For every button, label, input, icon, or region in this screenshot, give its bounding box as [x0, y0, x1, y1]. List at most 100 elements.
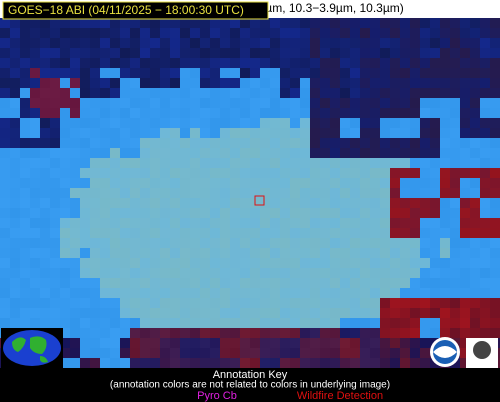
- image-pixel: [280, 38, 290, 48]
- image-pixel: [410, 168, 420, 178]
- image-pixel: [180, 238, 190, 248]
- image-pixel: [100, 218, 110, 228]
- image-pixel: [290, 278, 300, 288]
- image-pixel: [220, 98, 230, 108]
- image-pixel: [0, 158, 10, 168]
- image-pixel: [340, 248, 350, 258]
- image-pixel: [50, 38, 60, 48]
- image-pixel: [150, 288, 160, 298]
- image-pixel: [410, 48, 420, 58]
- image-pixel: [320, 168, 330, 178]
- image-pixel: [270, 308, 280, 318]
- image-pixel: [230, 318, 240, 328]
- image-pixel: [50, 98, 60, 108]
- image-pixel: [350, 138, 360, 148]
- image-pixel: [480, 218, 490, 228]
- image-pixel: [480, 258, 490, 268]
- image-pixel: [390, 58, 400, 68]
- image-pixel: [120, 118, 130, 128]
- image-pixel: [200, 138, 210, 148]
- image-pixel: [270, 348, 280, 358]
- image-pixel: [250, 208, 260, 218]
- image-pixel: [180, 258, 190, 268]
- image-pixel: [320, 288, 330, 298]
- image-pixel: [90, 58, 100, 68]
- image-pixel: [420, 98, 430, 108]
- image-pixel: [120, 208, 130, 218]
- image-pixel: [20, 138, 30, 148]
- image-pixel: [170, 148, 180, 158]
- image-pixel: [390, 338, 400, 348]
- image-pixel: [180, 358, 190, 368]
- image-pixel: [250, 308, 260, 318]
- image-pixel: [400, 208, 410, 218]
- image-pixel: [190, 48, 200, 58]
- image-pixel: [60, 108, 70, 118]
- image-pixel: [80, 218, 90, 228]
- image-pixel: [30, 168, 40, 178]
- image-pixel: [380, 88, 390, 98]
- image-pixel: [10, 168, 20, 178]
- image-pixel: [240, 258, 250, 268]
- image-pixel: [240, 168, 250, 178]
- image-pixel: [210, 258, 220, 268]
- image-pixel: [110, 118, 120, 128]
- image-pixel: [0, 198, 10, 208]
- image-pixel: [130, 268, 140, 278]
- image-pixel: [470, 18, 480, 28]
- image-pixel: [20, 298, 30, 308]
- image-pixel: [150, 58, 160, 68]
- image-pixel: [350, 38, 360, 48]
- image-pixel: [190, 318, 200, 328]
- image-pixel: [140, 48, 150, 58]
- image-pixel: [440, 148, 450, 158]
- image-pixel: [390, 28, 400, 38]
- image-pixel: [200, 198, 210, 208]
- image-pixel: [150, 338, 160, 348]
- image-pixel: [20, 198, 30, 208]
- image-pixel: [430, 208, 440, 218]
- image-pixel: [40, 68, 50, 78]
- image-pixel: [140, 218, 150, 228]
- image-pixel: [230, 338, 240, 348]
- image-pixel: [470, 148, 480, 158]
- image-pixel: [460, 218, 470, 228]
- image-pixel: [210, 158, 220, 168]
- image-pixel: [250, 228, 260, 238]
- image-pixel: [300, 168, 310, 178]
- image-pixel: [10, 158, 20, 168]
- image-pixel: [40, 138, 50, 148]
- image-pixel: [120, 98, 130, 108]
- image-pixel: [50, 28, 60, 38]
- image-pixel: [480, 188, 490, 198]
- image-pixel: [460, 58, 470, 68]
- image-pixel: [150, 48, 160, 58]
- image-pixel: [280, 228, 290, 238]
- image-pixel: [330, 318, 340, 328]
- image-pixel: [270, 78, 280, 88]
- image-pixel: [420, 148, 430, 158]
- image-pixel: [110, 98, 120, 108]
- key-item: Wildfire Detection: [297, 390, 383, 402]
- image-pixel: [0, 228, 10, 238]
- image-pixel: [280, 258, 290, 268]
- image-pixel: [90, 98, 100, 108]
- image-pixel: [360, 328, 370, 338]
- image-pixel: [290, 338, 300, 348]
- image-pixel: [420, 338, 430, 348]
- image-pixel: [300, 238, 310, 248]
- image-pixel: [60, 238, 70, 248]
- image-pixel: [360, 198, 370, 208]
- image-pixel: [190, 88, 200, 98]
- image-pixel: [170, 178, 180, 188]
- image-pixel: [330, 278, 340, 288]
- image-pixel: [110, 168, 120, 178]
- image-pixel: [140, 58, 150, 68]
- image-pixel: [420, 318, 430, 328]
- image-pixel: [250, 158, 260, 168]
- image-pixel: [110, 148, 120, 158]
- image-pixel: [210, 208, 220, 218]
- image-pixel: [140, 208, 150, 218]
- image-pixel: [300, 68, 310, 78]
- image-pixel: [400, 148, 410, 158]
